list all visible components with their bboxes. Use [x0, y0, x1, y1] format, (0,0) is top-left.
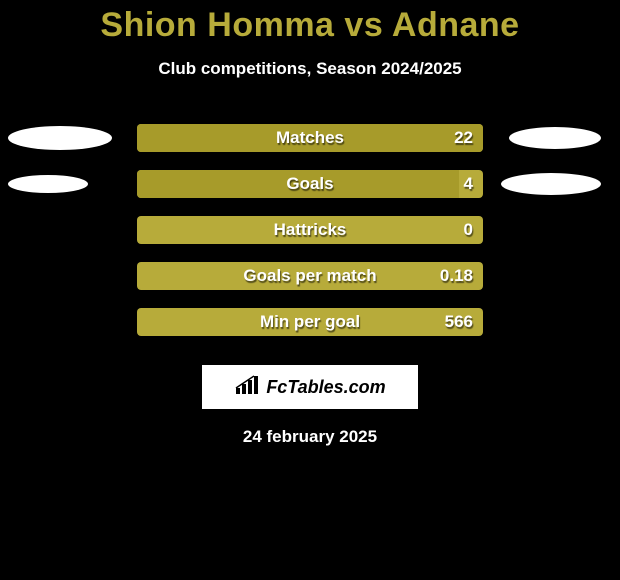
player-a-marker	[8, 126, 112, 150]
stat-row: Goals per match 0.18	[0, 253, 620, 299]
stat-label: Hattricks	[274, 220, 347, 240]
bar-chart-icon	[234, 374, 260, 401]
stat-label: Min per goal	[260, 312, 360, 332]
stat-row: Matches 22	[0, 115, 620, 161]
stats-container: Matches 22 Goals 4 Hattricks 0 Goals per match…	[0, 115, 620, 345]
source-logo-text: FcTables.com	[266, 377, 385, 398]
player-b-marker	[501, 173, 601, 195]
stat-value: 4	[464, 174, 473, 194]
comparison-title: Shion Homma vs Adnane	[0, 0, 620, 45]
stat-label: Goals per match	[243, 266, 376, 286]
stat-row: Hattricks 0	[0, 207, 620, 253]
stat-value: 566	[445, 312, 473, 332]
source-logo: FcTables.com	[202, 365, 418, 409]
stat-bar: Hattricks 0	[137, 216, 483, 244]
stat-value: 0.18	[440, 266, 473, 286]
stat-bar: Goals 4	[137, 170, 483, 198]
stat-bar: Min per goal 566	[137, 308, 483, 336]
stat-label: Goals	[286, 174, 333, 194]
snapshot-date: 24 february 2025	[0, 427, 620, 447]
comparison-subtitle: Club competitions, Season 2024/2025	[0, 59, 620, 79]
stat-row: Min per goal 566	[0, 299, 620, 345]
stat-bar: Matches 22	[137, 124, 483, 152]
player-a-marker	[8, 175, 88, 193]
stat-bar: Goals per match 0.18	[137, 262, 483, 290]
stat-value: 0	[464, 220, 473, 240]
stat-value: 22	[454, 128, 473, 148]
stat-label: Matches	[276, 128, 344, 148]
stat-row: Goals 4	[0, 161, 620, 207]
player-b-marker	[509, 127, 601, 149]
